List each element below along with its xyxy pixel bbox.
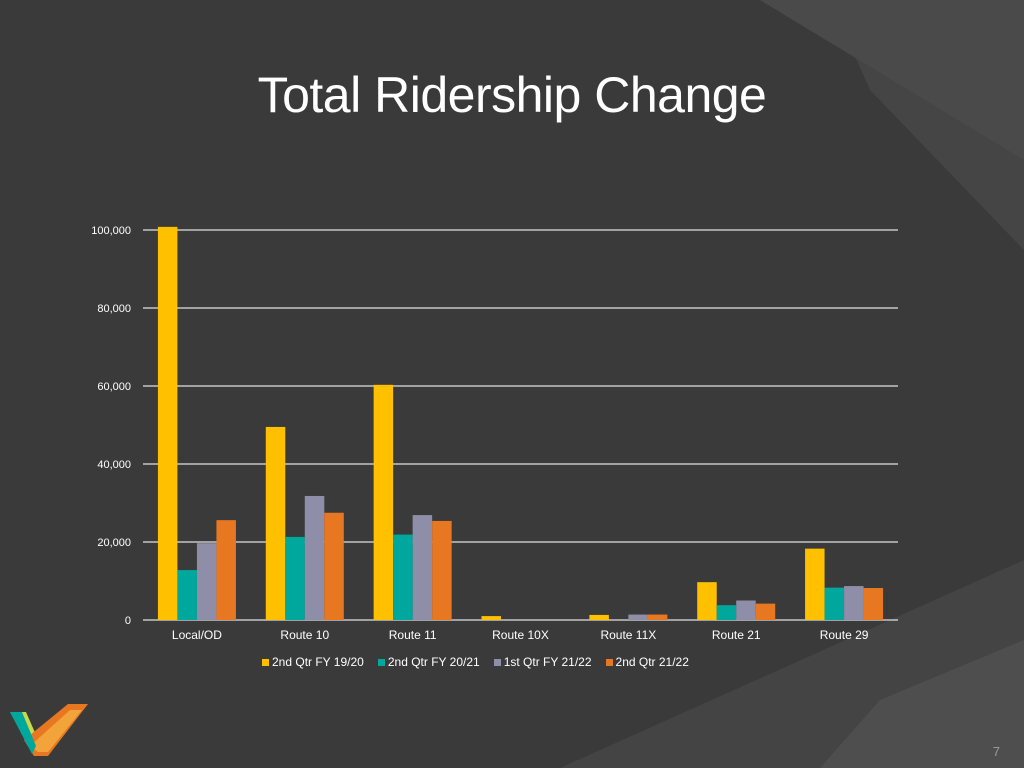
- bar: [304, 495, 325, 620]
- y-tick-label: 0: [125, 615, 131, 627]
- bar: [824, 587, 845, 620]
- bar: [863, 588, 884, 620]
- bar: [157, 226, 178, 620]
- legend-label: 1st Qtr FY 21/22: [503, 655, 592, 669]
- chart-legend: 2nd Qtr FY 19/20 2nd Qtr FY 20/21 1st Qtr …: [262, 655, 703, 669]
- page-number: 7: [992, 744, 1000, 759]
- bar: [805, 548, 825, 620]
- legend-label: 2nd Qtr FY 19/20: [272, 655, 364, 669]
- legend-swatch: [493, 658, 501, 666]
- bar: [481, 616, 501, 620]
- vine-transit-logo: [10, 704, 88, 756]
- bar: [412, 515, 433, 620]
- y-tick-label: 60,000: [97, 381, 131, 393]
- legend-swatch: [262, 658, 269, 666]
- slide-title: Total Ridership Change: [257, 67, 767, 123]
- bar: [216, 520, 236, 620]
- y-tick-label: 40,000: [97, 459, 131, 471]
- bar: [393, 534, 413, 620]
- x-category-label: Route 11: [389, 628, 437, 642]
- bar: [647, 614, 668, 620]
- bar: [628, 614, 648, 620]
- legend-item: 2nd Qtr 21/22: [605, 655, 689, 669]
- bar: [589, 614, 609, 620]
- bar: [265, 426, 286, 620]
- legend-item: 2nd Qtr FY 20/21: [377, 655, 480, 669]
- bar: [716, 605, 737, 620]
- legend-swatch: [377, 658, 385, 666]
- legend-item: 1st Qtr FY 21/22: [493, 655, 592, 669]
- bar: [285, 536, 305, 620]
- bar: [432, 520, 452, 620]
- bar: [697, 582, 717, 620]
- bar: [196, 543, 217, 620]
- bar: [844, 586, 864, 620]
- x-category-label: Local/OD: [172, 628, 222, 642]
- bar: [324, 512, 344, 620]
- x-category-label: Route 10X: [492, 628, 549, 642]
- legend-item: 2nd Qtr FY 19/20: [262, 655, 364, 669]
- x-category-label: Route 10: [280, 628, 329, 642]
- legend-label: 2nd Qtr 21/22: [615, 655, 689, 669]
- y-tick-label: 80,000: [97, 303, 131, 315]
- y-tick-label: 100,000: [91, 225, 131, 237]
- x-category-label: Route 29: [820, 628, 869, 642]
- legend-swatch: [605, 658, 613, 666]
- legend-label: 2nd Qtr FY 20/21: [387, 655, 480, 669]
- bar: [177, 570, 197, 620]
- x-category-label: Route 21: [712, 628, 761, 642]
- bar: [755, 603, 776, 620]
- bar: [373, 384, 394, 620]
- bar: [736, 600, 756, 620]
- y-tick-label: 20,000: [97, 537, 131, 549]
- x-category-label: Route 11X: [600, 628, 656, 642]
